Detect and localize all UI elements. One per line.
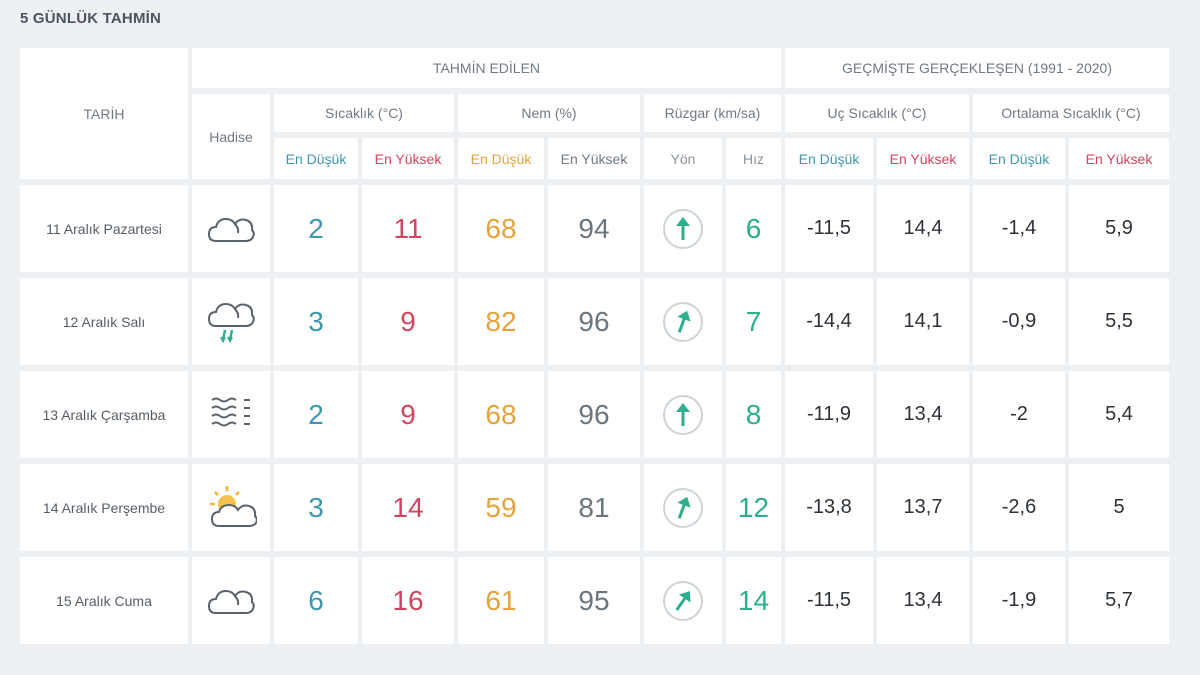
subheader-temp-low: En Düşük: [274, 138, 358, 179]
wind-arrow-icon: [677, 310, 691, 333]
row-average-high: 5: [1069, 464, 1169, 551]
subheader-extreme-low: En Düşük: [785, 138, 873, 179]
row-weather-icon: [192, 371, 270, 458]
row-extreme-high: 13,7: [877, 464, 969, 551]
row-temp-high: 9: [362, 371, 454, 458]
partly-cloudy-icon: [205, 484, 257, 532]
header-history: GEÇMİŞTE GERÇEKLEŞEN (1991 - 2020): [785, 48, 1169, 88]
header-event: Hadise: [192, 94, 270, 179]
subheader-humidity-low: En Düşük: [458, 138, 544, 179]
wind-direction-dial: [663, 487, 703, 528]
row-temp-low: 3: [274, 278, 358, 365]
subheader-extreme-high: En Yüksek: [877, 138, 969, 179]
wind-arrow-icon: [676, 216, 690, 240]
wind-arrow-icon: [675, 590, 691, 611]
subheader-temp-high: En Yüksek: [362, 138, 454, 179]
row-average-low: -1,9: [973, 557, 1065, 644]
row-wind-speed: 8: [726, 371, 781, 458]
row-humidity-low: 68: [458, 185, 544, 272]
subheader-average-high: En Yüksek: [1069, 138, 1169, 179]
row-average-high: 5,4: [1069, 371, 1169, 458]
row-humidity-low: 61: [458, 557, 544, 644]
fog-icon: [208, 394, 254, 436]
row-humidity-low: 68: [458, 371, 544, 458]
row-temp-high: 16: [362, 557, 454, 644]
row-humidity-high: 95: [548, 557, 640, 644]
row-weather-icon: [192, 185, 270, 272]
row-average-low: -0,9: [973, 278, 1065, 365]
row-wind-speed: 7: [726, 278, 781, 365]
wind-direction-dial: [663, 580, 703, 621]
row-weather-icon: [192, 278, 270, 365]
row-temp-low: 3: [274, 464, 358, 551]
row-temp-high: 9: [362, 278, 454, 365]
subheader-humidity-high: En Yüksek: [548, 138, 640, 179]
row-wind-speed: 14: [726, 557, 781, 644]
row-extreme-low: -11,5: [785, 185, 873, 272]
row-weather-icon: [192, 557, 270, 644]
row-temp-low: 2: [274, 185, 358, 272]
wind-direction-dial: [663, 394, 703, 435]
page-title: 5 GÜNLÜK TAHMİN: [20, 10, 162, 27]
header-extreme-temperature: Uç Sıcaklık (°C): [785, 94, 969, 132]
row-average-high: 5,5: [1069, 278, 1169, 365]
rain-cloud-icon: [206, 298, 256, 346]
row-temp-low: 6: [274, 557, 358, 644]
row-humidity-high: 96: [548, 371, 640, 458]
header-forecast: TAHMİN EDİLEN: [192, 48, 781, 88]
row-extreme-high: 14,1: [877, 278, 969, 365]
row-wind-direction: [644, 464, 722, 551]
row-extreme-high: 13,4: [877, 557, 969, 644]
row-extreme-high: 14,4: [877, 185, 969, 272]
header-average-temperature: Ortalama Sıcaklık (°C): [973, 94, 1169, 132]
wind-direction-dial: [663, 301, 703, 342]
row-date: 14 Aralık Perşembe: [20, 464, 188, 551]
cloud-icon: [206, 209, 256, 249]
header-wind: Rüzgar (km/sa): [644, 94, 781, 132]
row-date: 12 Aralık Salı: [20, 278, 188, 365]
header-date: TARİH: [20, 48, 188, 179]
row-humidity-high: 94: [548, 185, 640, 272]
subheader-wind-direction: Yön: [644, 138, 722, 179]
row-extreme-low: -14,4: [785, 278, 873, 365]
row-wind-speed: 12: [726, 464, 781, 551]
row-wind-direction: [644, 185, 722, 272]
row-average-low: -1,4: [973, 185, 1065, 272]
row-extreme-low: -13,8: [785, 464, 873, 551]
subheader-wind-speed: Hız: [726, 138, 781, 179]
row-wind-direction: [644, 557, 722, 644]
row-average-low: -2: [973, 371, 1065, 458]
row-humidity-high: 96: [548, 278, 640, 365]
row-wind-speed: 6: [726, 185, 781, 272]
row-weather-icon: [192, 464, 270, 551]
row-date: 15 Aralık Cuma: [20, 557, 188, 644]
wind-arrow-icon: [676, 402, 690, 426]
cloud-icon: [206, 581, 256, 621]
header-humidity: Nem (%): [458, 94, 640, 132]
forecast-table: TARİH TAHMİN EDİLEN GEÇMİŞTE GERÇEKLEŞEN…: [20, 48, 1169, 644]
row-humidity-low: 59: [458, 464, 544, 551]
row-date: 13 Aralık Çarşamba: [20, 371, 188, 458]
subheader-average-low: En Düşük: [973, 138, 1065, 179]
row-temp-high: 11: [362, 185, 454, 272]
row-average-low: -2,6: [973, 464, 1065, 551]
row-humidity-low: 82: [458, 278, 544, 365]
row-temp-high: 14: [362, 464, 454, 551]
row-humidity-high: 81: [548, 464, 640, 551]
header-temperature: Sıcaklık (°C): [274, 94, 454, 132]
row-average-high: 5,9: [1069, 185, 1169, 272]
row-date: 11 Aralık Pazartesi: [20, 185, 188, 272]
wind-arrow-icon: [677, 496, 691, 519]
row-wind-direction: [644, 371, 722, 458]
row-wind-direction: [644, 278, 722, 365]
row-extreme-low: -11,9: [785, 371, 873, 458]
row-extreme-high: 13,4: [877, 371, 969, 458]
row-temp-low: 2: [274, 371, 358, 458]
row-average-high: 5,7: [1069, 557, 1169, 644]
wind-direction-dial: [663, 208, 703, 249]
row-extreme-low: -11,5: [785, 557, 873, 644]
